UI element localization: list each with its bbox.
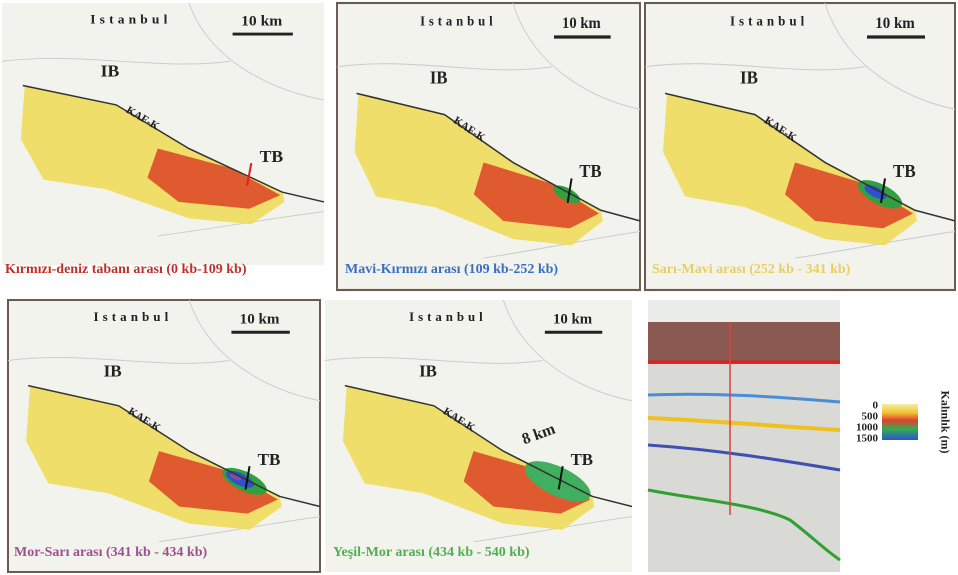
colorbar-ramp: [882, 404, 918, 440]
tb-label: TB: [571, 450, 593, 469]
city-label: Istanbul: [730, 13, 808, 28]
caption: Sarı-Mavi arası (252 kb - 341 kb): [652, 262, 851, 277]
seismic-top: [648, 322, 840, 364]
colorbar-label: Kalınlık (m): [938, 390, 952, 453]
ib-label: IB: [104, 361, 122, 380]
city-label: Istanbul: [420, 13, 496, 29]
ib-label: IB: [740, 67, 758, 88]
tb-label: TB: [260, 148, 284, 166]
caption: Kırmızı-deniz tabanı arası (0 kb-109 kb): [5, 262, 247, 277]
tb-label: TB: [579, 162, 602, 182]
city-label: Istanbul: [94, 309, 173, 324]
figure: Kalınlık (m) 050010001500 Istanbul10 kmI…: [0, 0, 958, 575]
caption: Yeşil-Mor arası (434 kb - 540 kb): [333, 545, 530, 560]
city-label: Istanbul: [409, 309, 486, 324]
ib-label: IB: [430, 68, 448, 88]
scale-label: 10 km: [875, 15, 915, 33]
ib-label: IB: [101, 62, 120, 80]
colorbar-tick: 1500: [856, 433, 879, 445]
city-label: Istanbul: [90, 12, 171, 26]
caption: Mor-Sarı arası (341 kb - 434 kb): [14, 545, 207, 560]
scale-label: 10 km: [241, 14, 283, 29]
seismic-sky: [648, 300, 840, 322]
ib-label: IB: [419, 361, 437, 380]
scale-label: 10 km: [562, 14, 601, 32]
caption: Mavi-Kırmızı arası (109 kb-252 kb): [345, 262, 558, 277]
tb-label: TB: [893, 161, 916, 182]
scale-label: 10 km: [240, 312, 280, 328]
scale-label: 10 km: [553, 312, 593, 328]
seismic-section: [648, 300, 840, 572]
tb-label: TB: [258, 450, 281, 469]
